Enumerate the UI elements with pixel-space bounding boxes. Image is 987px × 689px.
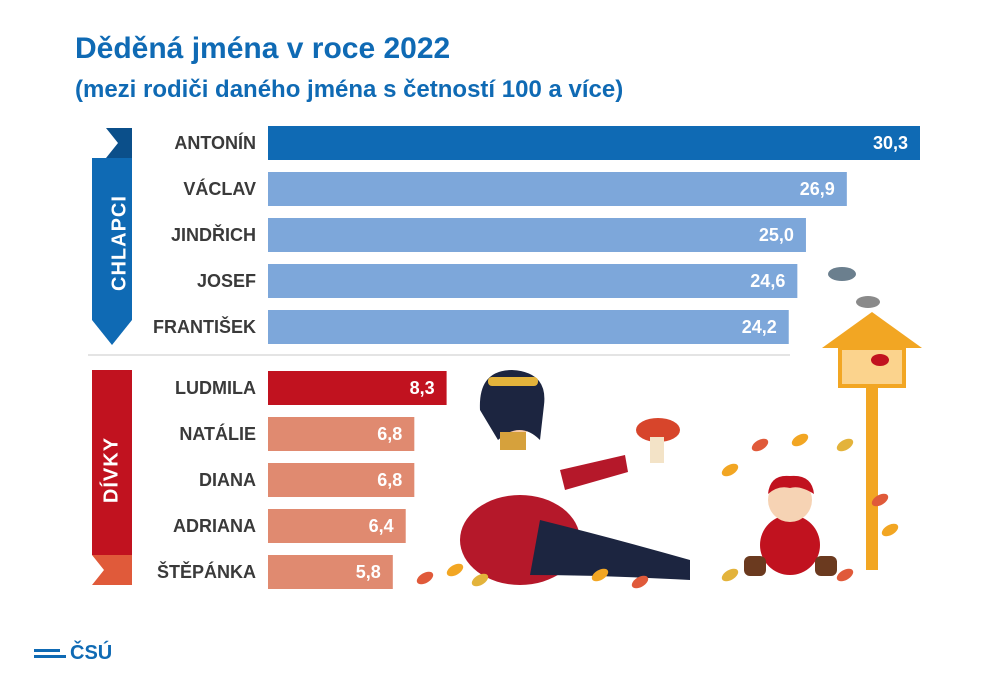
category-label: DIANA <box>199 470 256 490</box>
autumn-leaf <box>751 438 769 452</box>
csu-logo: ČSÚ <box>34 642 112 665</box>
autumn-leaf <box>871 493 889 507</box>
girls-ribbon <box>92 370 132 555</box>
category-label: LUDMILA <box>175 378 256 398</box>
child-boot-left <box>744 556 766 576</box>
chart-title: Děděná jména v roce 2022 <box>75 32 451 65</box>
autumn-leaf <box>591 568 609 582</box>
autumn-leaf <box>471 573 489 587</box>
mother-hair <box>479 370 545 440</box>
category-label: JOSEF <box>197 271 256 291</box>
data-label: 6,4 <box>369 516 394 536</box>
mushroom-stem <box>650 437 664 463</box>
bar <box>268 264 798 298</box>
autumn-leaf <box>446 563 464 577</box>
data-label: 24,2 <box>742 317 777 337</box>
mother-scarf <box>500 432 526 450</box>
child-boot-right <box>815 556 837 576</box>
logo-text: ČSÚ <box>70 642 113 664</box>
autumn-leaf <box>631 575 649 589</box>
autumn-leaf <box>836 438 854 452</box>
category-label: ŠTĚPÁNKA <box>157 561 256 582</box>
data-label: 26,9 <box>800 179 835 199</box>
mother-headband <box>488 377 538 386</box>
autumn-leaf <box>416 571 434 585</box>
bar <box>268 417 415 451</box>
data-label: 8,3 <box>410 378 435 398</box>
mother-arm <box>560 455 628 490</box>
category-label: NATÁLIE <box>179 423 256 444</box>
bar <box>268 310 789 344</box>
boys-ribbon-tail <box>106 128 132 158</box>
logo-lines-icon <box>34 649 66 658</box>
bar <box>268 126 920 160</box>
autumn-leaf <box>721 463 739 477</box>
bar <box>268 463 415 497</box>
child-coat <box>760 515 820 575</box>
bar <box>268 218 806 252</box>
data-label: 24,6 <box>750 271 785 291</box>
bar <box>268 555 393 589</box>
boys-ribbon <box>92 158 132 345</box>
girls-ribbon-tail <box>92 555 132 585</box>
category-label: JINDŘICH <box>171 224 256 245</box>
category-label: VÁCLAV <box>183 178 256 199</box>
mother-legs <box>530 520 690 580</box>
child-headscarf <box>768 475 814 494</box>
feeder-post <box>866 355 878 570</box>
group-label-girls: DÍVKY <box>99 437 122 503</box>
category-label: ANTONÍN <box>174 132 256 153</box>
data-label: 5,8 <box>356 562 381 582</box>
feeder-roof <box>822 312 922 348</box>
bar <box>268 371 447 405</box>
group-label-boys: CHLAPCI <box>108 195 130 291</box>
data-label: 6,8 <box>377 424 402 444</box>
bar <box>268 509 406 543</box>
category-label: ADRIANA <box>173 516 256 536</box>
mushroom-cap <box>636 418 680 442</box>
chart-subtitle: (mezi rodiči daného jména s četností 100… <box>75 76 624 103</box>
data-label: 6,8 <box>377 470 402 490</box>
autumn-leaf <box>836 568 854 582</box>
feeder-house <box>838 346 906 388</box>
autumn-leaf <box>791 433 809 447</box>
bar <box>268 172 847 206</box>
child-face <box>768 478 812 522</box>
autumn-leaf <box>721 568 739 582</box>
bullfinch-bird <box>871 354 889 366</box>
data-label: 30,3 <box>873 133 908 153</box>
data-label: 25,0 <box>759 225 794 245</box>
autumn-leaf <box>881 523 899 537</box>
category-label: FRANTIŠEK <box>153 316 256 337</box>
flying-bird <box>828 267 856 281</box>
sparrow-bird <box>856 296 880 308</box>
